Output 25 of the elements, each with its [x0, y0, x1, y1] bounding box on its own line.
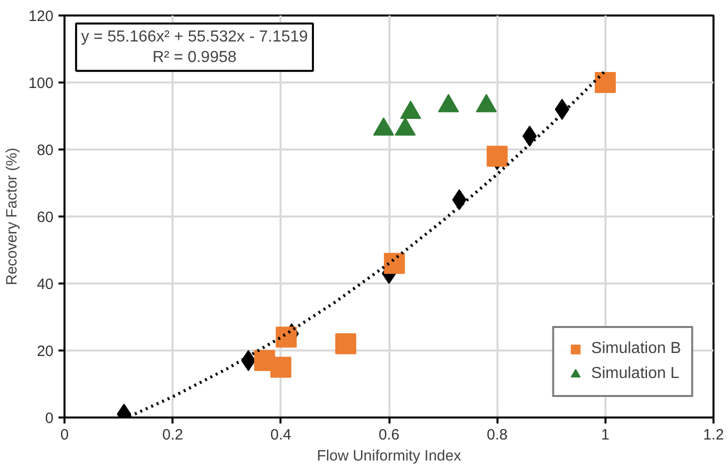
x-tick-label: 0.6: [378, 426, 400, 444]
x-tick-label: 0.4: [270, 426, 292, 444]
x-tick-label: 0.8: [486, 426, 508, 444]
y-tick-label: 20: [36, 343, 54, 360]
y-tick-label: 60: [36, 209, 54, 226]
y-axis-title: Recovery Factor (%): [3, 148, 20, 286]
legend-label: Simulation L: [591, 365, 680, 383]
y-tick-label: 120: [28, 8, 54, 25]
x-tick-label: 1.2: [703, 426, 724, 444]
y-tick-label: 40: [36, 276, 54, 293]
point: [594, 72, 616, 93]
point: [270, 356, 292, 378]
x-tick-label: 0: [60, 426, 69, 444]
y-tick-label: 100: [28, 75, 54, 92]
point: [384, 252, 405, 274]
x-axis-title: Flow Uniformity Index: [316, 448, 462, 464]
y-tick-label: 80: [36, 142, 54, 159]
y-tick-label: 0: [45, 410, 54, 427]
legend-label: Simulation B: [591, 340, 681, 358]
point: [335, 333, 356, 354]
x-tick-label: 0.2: [162, 426, 184, 444]
annotation: y = 55.166x² + 55.532x - 7.1519: [81, 28, 308, 46]
point: [486, 146, 508, 167]
x-tick-label: 1: [601, 426, 610, 444]
annotation: R² = 0.9958: [152, 48, 237, 66]
